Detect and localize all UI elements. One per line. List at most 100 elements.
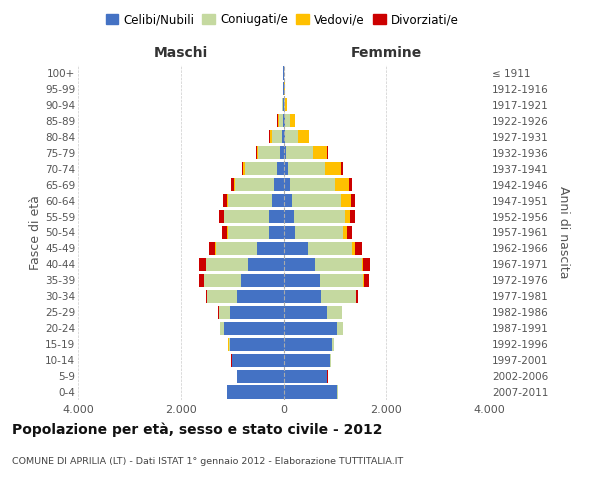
Bar [284,130,285,143]
Bar [347,226,352,239]
Bar [284,258,316,271]
Bar [349,178,352,191]
Bar [219,210,224,223]
Bar [341,194,352,207]
Bar [285,98,287,112]
Bar [228,194,272,207]
Bar [308,242,352,255]
Bar [287,162,325,175]
Bar [223,194,227,207]
Bar [257,242,284,255]
Text: COMUNE DI APRILIA (LT) - Dati ISTAT 1° gennaio 2012 - Elaborazione TUTTITALIA.IT: COMUNE DI APRILIA (LT) - Dati ISTAT 1° g… [12,458,403,466]
Bar [332,338,334,350]
Bar [206,258,248,271]
Bar [356,290,358,303]
Bar [227,194,228,207]
Bar [230,306,284,319]
Bar [345,210,350,223]
Text: Femmine: Femmine [350,46,422,60]
Bar [284,370,327,382]
Bar [269,130,272,143]
Bar [352,242,355,255]
Bar [269,226,284,239]
Bar [325,162,341,175]
Bar [284,178,290,191]
Bar [284,242,308,255]
Bar [230,338,284,350]
Bar [215,242,257,255]
Bar [295,226,343,239]
Bar [237,370,284,382]
Bar [209,242,215,255]
Bar [272,194,284,207]
Bar [284,386,337,398]
Bar [298,130,308,143]
Bar [290,178,335,191]
Bar [284,226,295,239]
Bar [284,162,287,175]
Bar [284,322,337,335]
Bar [280,146,284,160]
Legend: Celibi/Nubili, Coniugati/e, Vedovi/e, Divorziati/e: Celibi/Nubili, Coniugati/e, Vedovi/e, Di… [101,8,463,31]
Bar [294,210,345,223]
Bar [208,290,237,303]
Bar [227,226,269,239]
Bar [257,146,259,160]
Bar [205,274,241,287]
Bar [222,226,227,239]
Bar [355,242,362,255]
Bar [290,114,295,128]
Bar [206,290,208,303]
Bar [284,114,290,128]
Bar [229,338,230,350]
Bar [233,178,235,191]
Bar [330,354,331,366]
Bar [284,338,332,350]
Bar [259,146,280,160]
Bar [245,162,277,175]
Bar [231,178,233,191]
Bar [272,130,282,143]
Bar [284,306,327,319]
Bar [284,290,321,303]
Bar [269,210,284,223]
Bar [292,194,341,207]
Bar [364,274,369,287]
Text: Popolazione per età, sesso e stato civile - 2012: Popolazione per età, sesso e stato civil… [12,422,383,437]
Bar [235,178,274,191]
Bar [335,178,349,191]
Text: Maschi: Maschi [154,46,208,60]
Bar [362,258,363,271]
Bar [284,98,285,112]
Bar [313,146,327,160]
Bar [227,386,284,398]
Bar [341,162,343,175]
Bar [219,306,230,319]
Bar [363,258,370,271]
Bar [320,274,363,287]
Bar [220,322,224,335]
Bar [284,146,286,160]
Bar [284,194,292,207]
Bar [284,354,330,366]
Bar [199,258,206,271]
Bar [224,210,269,223]
Bar [244,162,245,175]
Bar [352,194,355,207]
Bar [237,290,284,303]
Bar [283,114,284,128]
Bar [248,258,284,271]
Bar [284,210,294,223]
Bar [242,162,244,175]
Bar [350,210,355,223]
Bar [278,114,283,128]
Bar [199,274,204,287]
Bar [316,258,362,271]
Bar [337,322,343,335]
Bar [274,178,284,191]
Y-axis label: Fasce di età: Fasce di età [29,195,42,270]
Bar [224,322,284,335]
Bar [241,274,284,287]
Bar [321,290,356,303]
Bar [284,274,320,287]
